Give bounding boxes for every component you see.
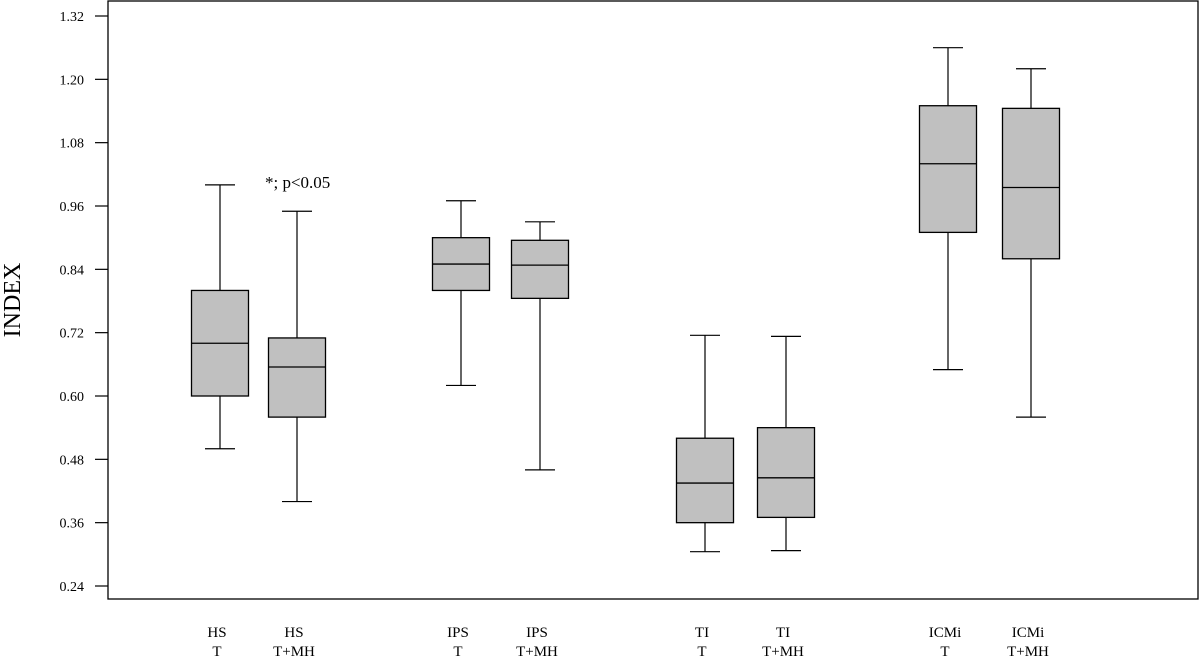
x-label-condition: T+MH — [762, 644, 804, 659]
significance-annotation: *; p<0.05 — [265, 173, 330, 192]
x-label-group: TI — [776, 625, 790, 641]
x-label-group: HS — [284, 625, 303, 641]
y-tick-label: 0.60 — [60, 390, 85, 405]
box-ti-t-mh — [756, 335, 816, 552]
x-label-condition: T+MH — [1007, 644, 1049, 659]
box-ips-t — [431, 200, 491, 387]
box-series — [190, 47, 1061, 553]
box-icmi-t-mh — [1001, 68, 1061, 418]
y-tick-label: 0.96 — [60, 200, 85, 215]
y-tick-label: 1.32 — [60, 10, 85, 25]
x-label-group: IPS — [447, 625, 469, 641]
iqr-box — [510, 239, 570, 300]
x-label-group: IPS — [526, 625, 548, 641]
box-ips-t-mh — [510, 221, 570, 471]
y-tick-label: 0.72 — [60, 327, 85, 342]
y-axis: 0.24 0.36 0.48 0.60 0.72 0.84 0.96 1.08 1.20 1.32 — [60, 10, 108, 595]
box-icmi-t — [918, 47, 978, 371]
x-label-condition: T+MH — [273, 644, 315, 659]
x-label-condition: T — [697, 644, 706, 659]
box-ti-t — [675, 334, 735, 553]
box-hs-t — [190, 184, 250, 450]
iqr-box — [756, 427, 816, 519]
y-tick-label: 0.24 — [60, 580, 85, 595]
y-tick-label: 1.08 — [60, 137, 85, 152]
x-label-condition: T — [212, 644, 221, 659]
plot-frame — [107, 0, 1199, 600]
x-label-group: ICMi — [929, 625, 962, 641]
y-tick-label: 1.20 — [60, 73, 85, 88]
iqr-box — [1001, 107, 1061, 260]
x-label-group: TI — [695, 625, 709, 641]
y-tick-label: 0.36 — [60, 517, 85, 532]
y-axis-label: INDEX — [0, 263, 26, 338]
iqr-box — [267, 337, 327, 418]
x-label-condition: T+MH — [516, 644, 558, 659]
y-tick-label: 0.48 — [60, 453, 85, 468]
iqr-box — [918, 105, 978, 234]
x-label-group: HS — [207, 625, 226, 641]
x-label-condition: T — [940, 644, 949, 659]
x-axis-labels: HS T HS T+MH IPS T IPS T+MH TI T TI T+MH ICMi T ICMi T+… — [207, 625, 1049, 659]
y-tick-label: 0.84 — [60, 263, 85, 278]
iqr-box — [675, 437, 735, 524]
x-label-condition: T — [453, 644, 462, 659]
box-hs-t-mh — [267, 210, 327, 503]
x-label-group: ICMi — [1012, 625, 1045, 641]
